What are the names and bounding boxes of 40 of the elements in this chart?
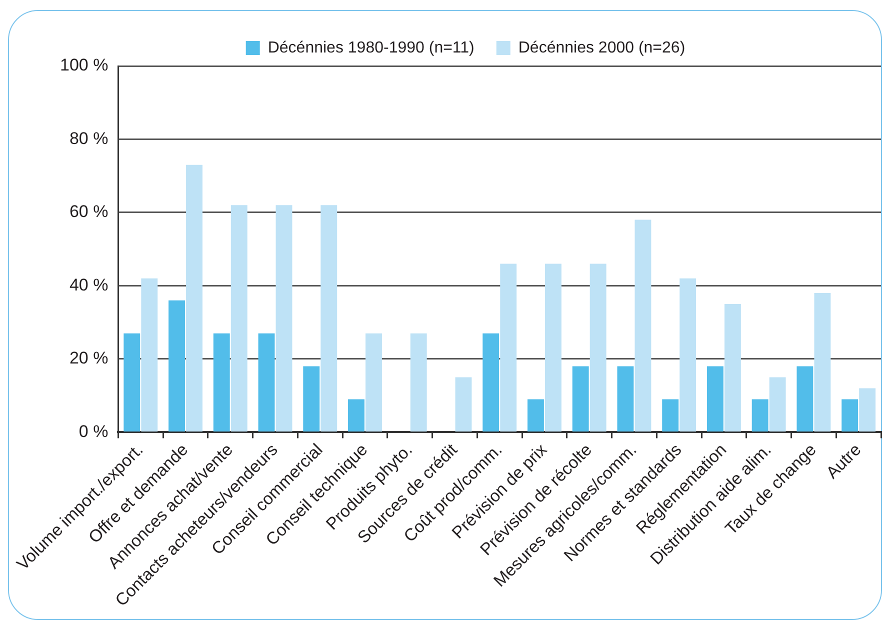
bar — [769, 377, 786, 432]
bar — [455, 377, 472, 432]
bar — [634, 220, 652, 432]
legend-label: Décénnies 1980-1990 (n=11) — [268, 39, 474, 56]
bar — [482, 333, 500, 432]
y-tick-label: 20 % — [69, 348, 108, 368]
y-tick-label: 0 % — [78, 422, 108, 441]
bar — [141, 278, 158, 432]
legend-label: Décénnies 2000 (n=26) — [518, 39, 686, 56]
y-tick-label: 100 % — [60, 56, 108, 75]
bar — [168, 300, 185, 432]
bar — [500, 264, 517, 432]
bar — [572, 366, 589, 432]
y-tick-label: 80 % — [69, 128, 108, 148]
bar — [544, 264, 562, 432]
bar — [842, 399, 858, 432]
bar — [410, 333, 427, 432]
bar — [258, 333, 275, 432]
bar — [186, 164, 202, 432]
bar — [527, 399, 544, 432]
bar — [276, 205, 292, 432]
bar — [796, 366, 814, 432]
bar — [859, 388, 876, 432]
y-tick-label: 40 % — [69, 275, 108, 294]
bar — [680, 278, 696, 432]
bar — [814, 293, 831, 432]
bar — [348, 399, 364, 432]
bar — [124, 333, 140, 432]
bar — [706, 366, 724, 432]
bar — [617, 366, 634, 432]
bar — [590, 264, 606, 432]
bar — [724, 304, 741, 432]
bar — [662, 399, 679, 432]
bar — [320, 205, 338, 432]
bar — [230, 205, 248, 432]
bar — [303, 366, 320, 432]
bar — [366, 333, 382, 432]
bar — [213, 333, 230, 432]
bar — [752, 399, 768, 432]
y-tick-label: 60 % — [69, 202, 108, 222]
